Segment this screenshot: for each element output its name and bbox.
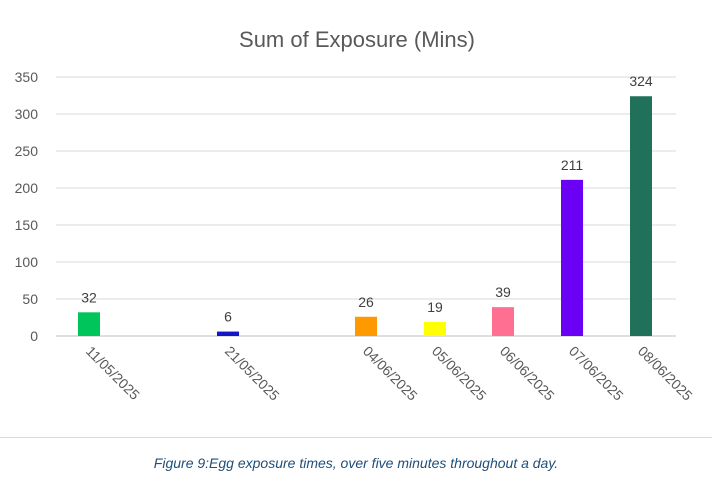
data-label: 39 — [495, 284, 511, 300]
figure-caption: Figure 9:Egg exposure times, over five m… — [153, 455, 559, 471]
x-axis-ticks: 11/05/2025 21/05/2025 04/06/2025 05/06/2025… — [83, 343, 696, 404]
x-tick-label: 21/05/2025 — [222, 343, 283, 404]
y-tick-label: 100 — [15, 254, 39, 270]
y-tick-label: 350 — [15, 69, 39, 85]
gridlines — [56, 76, 676, 337]
y-tick-label: 200 — [15, 180, 39, 196]
data-label: 32 — [81, 289, 97, 305]
bar — [424, 321, 446, 336]
x-tick-label: 08/06/2025 — [635, 343, 696, 404]
bar-chart: Sum of Exposure (Mins) 0 50 100 150 200 250 30… — [15, 27, 696, 404]
data-label: 6 — [224, 309, 232, 325]
x-tick-label: 07/06/2025 — [566, 343, 627, 404]
y-tick-label: 150 — [15, 217, 39, 233]
bar — [630, 96, 652, 337]
bar — [492, 307, 514, 336]
x-tick-label: 04/06/2025 — [360, 343, 421, 404]
chart-title: Sum of Exposure (Mins) — [239, 27, 475, 52]
chart-frame: Sum of Exposure (Mins) 0 50 100 150 200 250 30… — [0, 27, 712, 438]
x-tick-label: 06/06/2025 — [497, 343, 558, 404]
bars — [78, 96, 652, 337]
y-tick-label: 50 — [22, 291, 38, 307]
data-label: 19 — [427, 299, 443, 315]
y-axis-ticks: 0 50 100 150 200 250 300 350 — [15, 69, 39, 344]
y-tick-label: 300 — [15, 106, 39, 122]
data-label: 26 — [358, 294, 374, 310]
bar — [78, 312, 100, 336]
bar — [561, 179, 583, 336]
data-label: 211 — [561, 157, 584, 173]
x-tick-label: 11/05/2025 — [83, 343, 143, 403]
bar — [355, 316, 377, 336]
data-label: 324 — [629, 73, 653, 89]
y-tick-label: 250 — [15, 143, 39, 159]
x-tick-label: 05/06/2025 — [429, 343, 490, 404]
bar — [217, 331, 239, 336]
y-tick-label: 0 — [30, 328, 38, 344]
data-labels: 32 6 26 19 39 211 324 — [81, 73, 653, 324]
